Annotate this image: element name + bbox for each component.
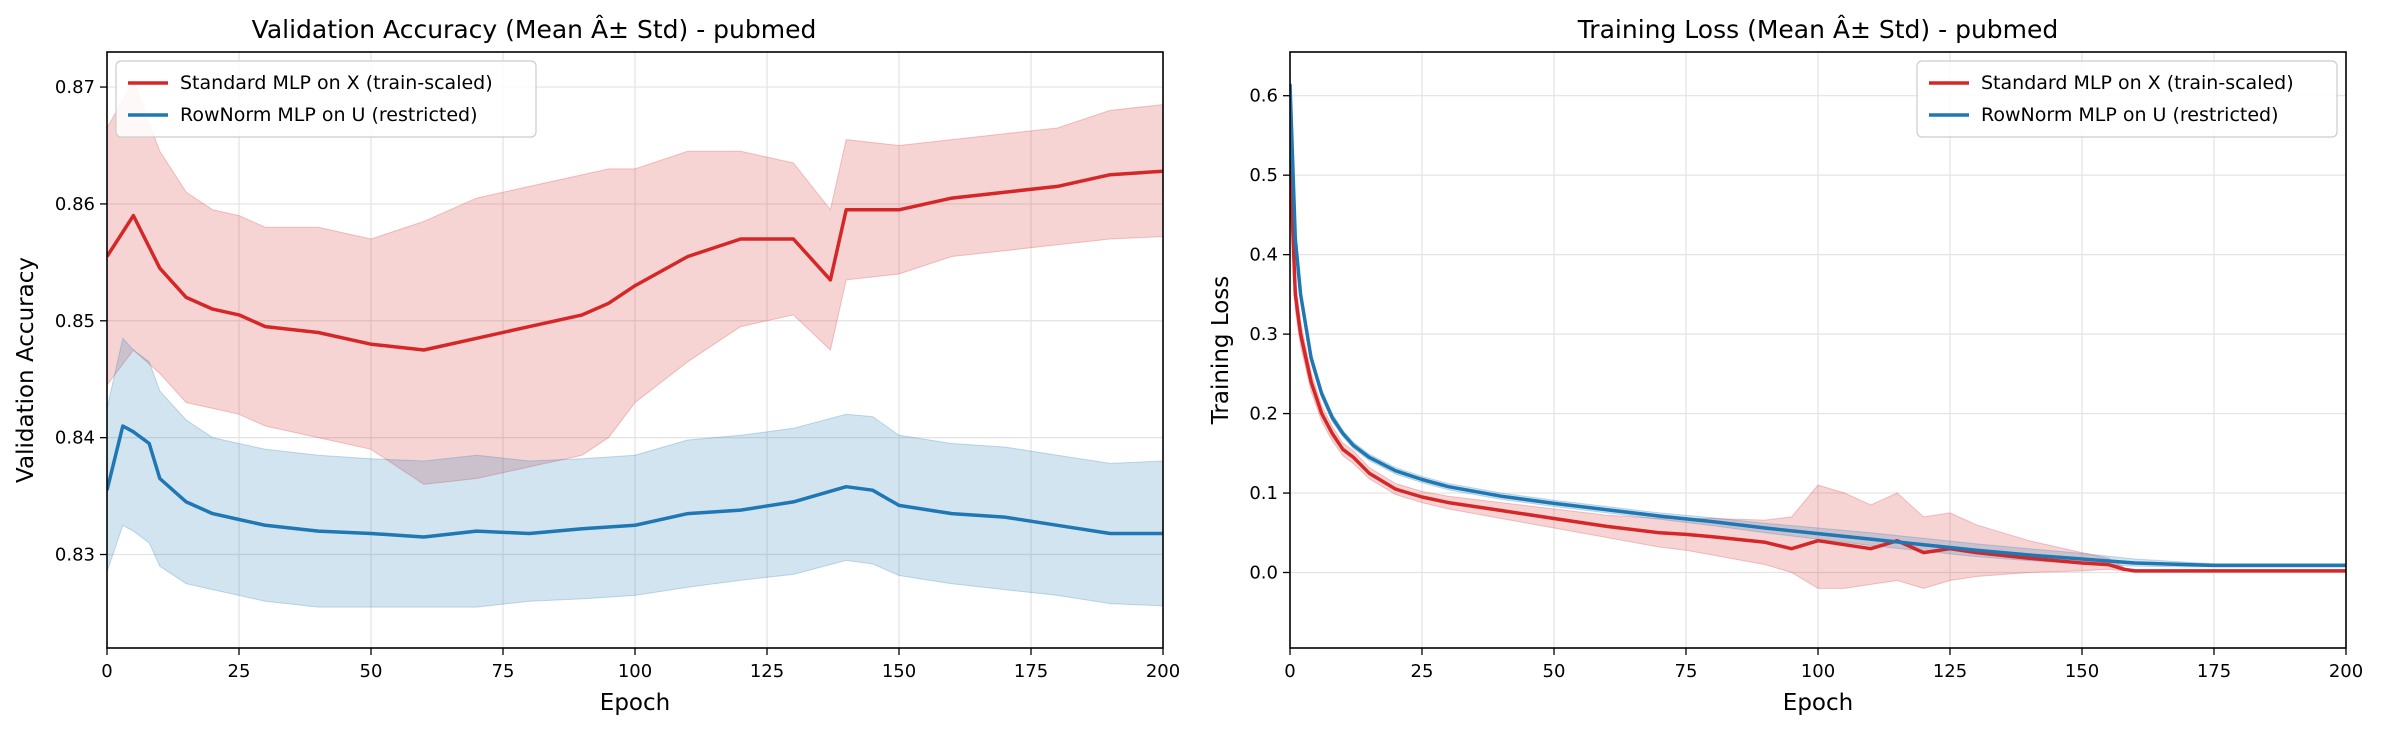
x-tick-label: 75 — [492, 661, 515, 682]
std-band — [1290, 71, 2346, 568]
x-tick-label: 175 — [1014, 661, 1048, 682]
y-tick-label: 0.84 — [55, 428, 95, 449]
x-tick-label: 150 — [2065, 661, 2099, 682]
legend-label: Standard MLP on X (train-scaled) — [1981, 72, 2294, 94]
series-line — [107, 169, 1163, 352]
y-tick-label: 0.6 — [1249, 86, 1278, 107]
series-line — [107, 424, 1163, 539]
y-tick-label: 0.3 — [1249, 324, 1278, 345]
legend-box — [1916, 60, 2338, 138]
x-tick-label: 25 — [1411, 661, 1434, 682]
series-line — [1290, 83, 2346, 568]
y-tick-label: 0.87 — [55, 77, 95, 98]
legend: Standard MLP on X (train-scaled) RowNorm … — [115, 60, 537, 138]
y-tick-label: 0.0 — [1249, 563, 1278, 584]
std-band — [107, 80, 1163, 485]
x-tick-label: 50 — [1543, 661, 1566, 682]
x-tick-label: 100 — [618, 661, 652, 682]
training-loss-panel: Training Loss (Mean Â± Std) - pubmed Epo… — [1208, 15, 2363, 716]
legend: Standard MLP on X (train-scaled) RowNorm … — [1916, 60, 2338, 138]
chart-title: Validation Accuracy (Mean Â± Std) - pubm… — [252, 15, 817, 44]
x-tick-label: 125 — [1933, 661, 1967, 682]
y-tick-label: 0.85 — [55, 311, 95, 332]
legend-label: Standard MLP on X (train-scaled) — [180, 72, 493, 94]
std-band — [107, 337, 1163, 608]
y-tick-label: 0.1 — [1249, 483, 1278, 504]
x-tick-label: 200 — [2329, 661, 2363, 682]
x-tick-label: 0 — [1284, 661, 1295, 682]
plot-area — [107, 80, 1163, 608]
x-tick-label: 200 — [1146, 661, 1180, 682]
legend-box — [115, 60, 537, 138]
legend-label: RowNorm MLP on U (restricted) — [180, 104, 478, 126]
x-tick-label: 50 — [360, 661, 383, 682]
y-tick-label: 0.5 — [1249, 165, 1278, 186]
series-line — [1290, 159, 2346, 573]
x-tick-label: 25 — [228, 661, 251, 682]
plot-area — [1290, 71, 2346, 589]
x-tick-label: 75 — [1675, 661, 1698, 682]
y-tick-label: 0.86 — [55, 194, 95, 215]
chart-title: Training Loss (Mean Â± Std) - pubmed — [1577, 15, 2059, 44]
y-tick-label: 0.2 — [1249, 404, 1278, 425]
validation-accuracy-panel: Validation Accuracy (Mean Â± Std) - pubm… — [13, 15, 1180, 716]
y-axis-label: Training Loss — [1208, 276, 1234, 426]
x-tick-label: 150 — [882, 661, 916, 682]
x-tick-label: 125 — [750, 661, 784, 682]
legend-label: RowNorm MLP on U (restricted) — [1981, 104, 2279, 126]
x-axis-label: Epoch — [1783, 690, 1853, 716]
y-tick-label: 0.83 — [55, 545, 95, 566]
x-tick-label: 100 — [1801, 661, 1835, 682]
x-axis-label: Epoch — [600, 690, 670, 716]
x-tick-label: 175 — [2197, 661, 2231, 682]
x-tick-label: 0 — [101, 661, 112, 682]
y-tick-label: 0.4 — [1249, 245, 1278, 266]
y-axis-label: Validation Accuracy — [13, 257, 39, 483]
